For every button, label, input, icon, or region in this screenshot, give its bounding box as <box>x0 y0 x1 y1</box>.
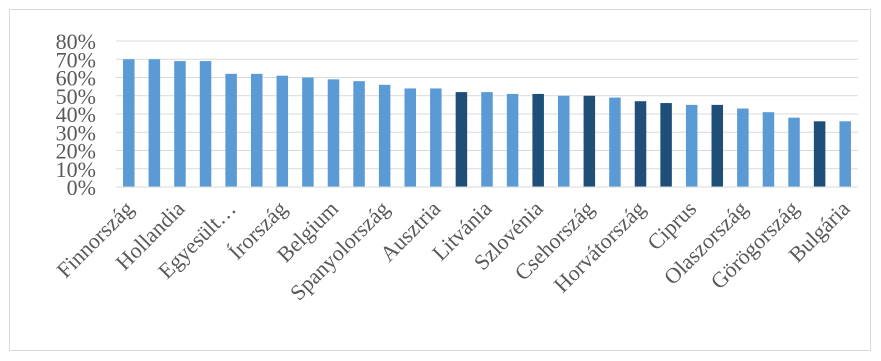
y-tick-label: 80% <box>56 29 96 54</box>
bar <box>609 97 621 187</box>
bar <box>813 121 826 187</box>
bar <box>250 73 263 187</box>
y-tick-label: 70% <box>56 47 96 72</box>
y-tick-label: 50% <box>56 84 96 109</box>
y-tick-label: 60% <box>56 66 96 91</box>
bar <box>583 95 596 187</box>
bar <box>685 104 698 188</box>
bar <box>506 93 519 187</box>
bar <box>378 84 391 187</box>
bar <box>123 59 135 187</box>
bar <box>558 95 570 187</box>
bar <box>302 77 314 187</box>
x-axis-labels: FinnországHollandiaEgyesült…ÍrországBelg… <box>52 196 855 305</box>
bar <box>634 101 647 187</box>
y-tick-label: 10% <box>56 157 96 182</box>
bar <box>762 112 775 187</box>
y-tick-label: 20% <box>56 139 96 164</box>
bar <box>174 61 186 187</box>
bar <box>660 103 672 187</box>
y-tick-label: 30% <box>56 120 96 145</box>
bar <box>839 121 851 187</box>
bar <box>737 108 749 187</box>
bar <box>199 61 212 187</box>
bar <box>327 79 340 187</box>
bar <box>455 92 468 187</box>
bar <box>148 59 161 187</box>
bar <box>353 81 365 187</box>
bar <box>788 117 800 187</box>
bar <box>481 92 493 187</box>
bar <box>711 104 724 188</box>
y-tick-label: 0% <box>67 175 96 200</box>
bar <box>276 75 289 187</box>
bar <box>404 88 416 187</box>
y-tick-label: 40% <box>56 102 96 127</box>
bar <box>532 93 544 187</box>
y-axis-labels: 0%10%20%30%40%50%60%70%80% <box>56 29 96 200</box>
bar <box>225 73 237 187</box>
bar <box>430 88 442 187</box>
bars <box>123 59 851 188</box>
